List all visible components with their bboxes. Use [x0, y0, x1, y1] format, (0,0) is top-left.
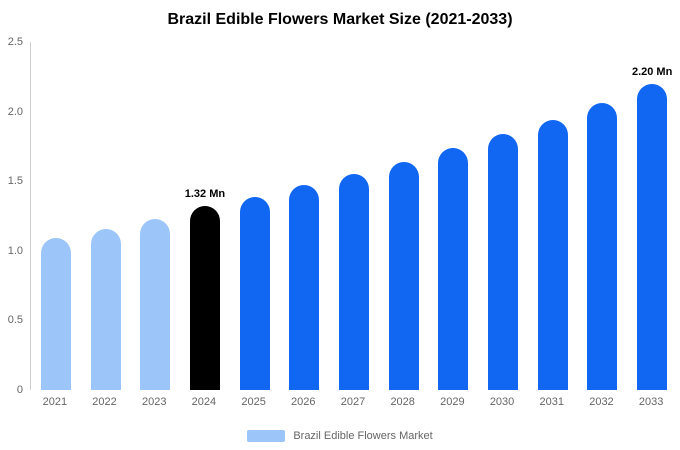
- x-tick-label: 2027: [340, 396, 366, 408]
- x-tick-label: 2030: [489, 396, 515, 408]
- plot-area: 1.32 Mn 2.20 Mn: [30, 42, 677, 390]
- chart-title: Brazil Edible Flowers Market Size (2021-…: [167, 11, 513, 28]
- x-tick-label: 2026: [291, 396, 316, 408]
- y-tick-label: 0: [16, 384, 23, 396]
- x-tick-label: 2025: [241, 396, 266, 408]
- bar-2021: [40, 238, 71, 390]
- x-tick-label: 2033: [638, 396, 664, 408]
- bar-2023: [140, 218, 171, 390]
- y-tick-label: 2.0: [7, 105, 23, 118]
- bar-2025: [239, 196, 270, 390]
- bar-2024: [189, 206, 220, 390]
- legend-label: Brazil Edible Flowers Market: [293, 430, 433, 442]
- bar-2028: [388, 161, 419, 390]
- bar-value-label: 2.20 Mn: [631, 65, 673, 78]
- y-tick-label: 1.5: [7, 175, 23, 188]
- legend-swatch: [247, 430, 286, 442]
- bar-value-label: 1.32 Mn: [184, 188, 226, 201]
- y-tick-label: 1.0: [7, 244, 23, 257]
- x-tick-label: 2029: [440, 396, 465, 408]
- x-tick-label: 2024: [191, 396, 217, 408]
- x-axis: 2021 2022 2023 2024 2025 2026 2027 2028 2029 2030…: [30, 396, 676, 412]
- bar-2029: [438, 147, 469, 390]
- bar-2031: [537, 119, 568, 390]
- bar-2022: [90, 228, 121, 390]
- x-tick-label: 2032: [589, 396, 614, 408]
- x-tick-label: 2031: [539, 396, 564, 408]
- legend[interactable]: Brazil Edible Flowers Market: [0, 430, 680, 442]
- x-tick-label: 2022: [92, 396, 117, 408]
- bar-2030: [488, 133, 519, 390]
- bar-2033: [637, 83, 668, 390]
- bar-2026: [289, 185, 320, 390]
- bar-2027: [339, 174, 369, 390]
- x-tick-label: 2021: [42, 396, 68, 408]
- x-tick-label: 2023: [141, 396, 167, 408]
- y-tick-label: 0.5: [7, 314, 23, 327]
- x-tick-label: 2028: [390, 396, 415, 408]
- y-tick-label: 2.5: [7, 36, 23, 48]
- bar-2032: [587, 103, 618, 390]
- y-axis: 0 0.5 1.0 1.5 2.0 2.5: [0, 36, 26, 396]
